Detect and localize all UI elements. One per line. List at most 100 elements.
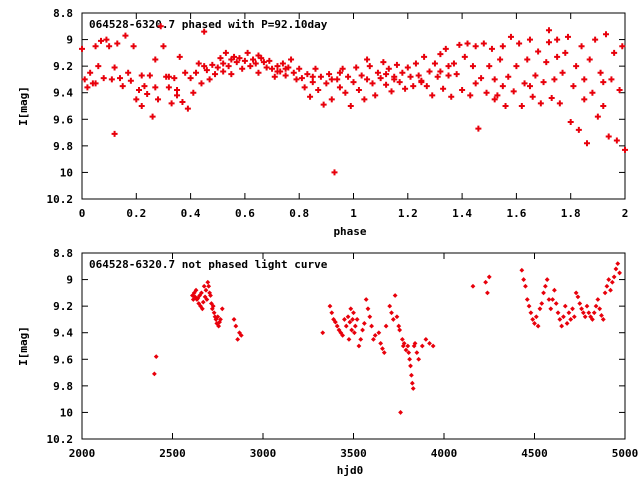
data-point bbox=[250, 56, 257, 63]
data-point bbox=[600, 317, 606, 322]
data-point bbox=[372, 332, 378, 338]
data-point bbox=[334, 76, 341, 83]
data-point bbox=[418, 79, 425, 86]
chart-title: 064528-6320.7 phased with P=92.10day bbox=[89, 18, 328, 31]
y-tick-label: 9.2 bbox=[53, 300, 73, 313]
data-point bbox=[405, 343, 411, 349]
data-point bbox=[235, 336, 241, 342]
data-point bbox=[210, 303, 216, 309]
data-point bbox=[467, 92, 474, 99]
data-point bbox=[199, 290, 204, 296]
data-point bbox=[521, 80, 528, 87]
data-point bbox=[98, 37, 105, 44]
data-point bbox=[364, 76, 371, 83]
data-point bbox=[575, 294, 581, 300]
data-point bbox=[600, 79, 607, 86]
data-point bbox=[442, 45, 449, 52]
data-point bbox=[133, 96, 140, 103]
data-point bbox=[421, 53, 428, 60]
data-point bbox=[279, 60, 286, 67]
data-point bbox=[568, 317, 574, 322]
data-point bbox=[622, 146, 628, 153]
data-point bbox=[271, 73, 278, 80]
y-tick-label: 8.8 bbox=[53, 7, 73, 20]
data-point bbox=[445, 72, 452, 79]
data-point bbox=[409, 372, 414, 378]
data-point bbox=[611, 274, 617, 280]
data-point bbox=[516, 40, 523, 47]
data-point bbox=[619, 43, 626, 50]
x-tick-label: 5000 bbox=[612, 447, 639, 460]
data-point bbox=[317, 73, 324, 80]
x-axis-label: phase bbox=[333, 225, 366, 238]
data-point bbox=[559, 323, 565, 329]
data-point bbox=[419, 343, 425, 349]
data-point bbox=[214, 64, 221, 71]
y-tick-label: 9.8 bbox=[53, 140, 73, 153]
data-point bbox=[423, 336, 429, 342]
data-point bbox=[586, 56, 593, 63]
data-point bbox=[152, 56, 159, 63]
data-point bbox=[171, 75, 178, 82]
data-point bbox=[220, 60, 227, 67]
data-point bbox=[340, 332, 346, 338]
data-point bbox=[589, 89, 596, 96]
data-point bbox=[327, 303, 333, 309]
data-point bbox=[523, 283, 528, 289]
data-point bbox=[201, 28, 208, 35]
data-point bbox=[219, 306, 225, 312]
data-point bbox=[518, 103, 525, 109]
data-point bbox=[255, 52, 262, 59]
data-point bbox=[220, 68, 227, 75]
data-point bbox=[588, 314, 594, 320]
x-tick-label: 0.2 bbox=[126, 207, 146, 220]
data-point bbox=[532, 72, 539, 79]
data-point bbox=[165, 84, 172, 91]
data-point bbox=[152, 371, 157, 377]
data-point bbox=[445, 63, 452, 70]
data-point bbox=[81, 76, 88, 83]
data-point bbox=[383, 323, 389, 329]
y-tick-label: 10 bbox=[60, 406, 73, 419]
y-tick-label: 10.2 bbox=[47, 193, 74, 206]
data-point bbox=[326, 71, 333, 78]
data-point bbox=[388, 88, 395, 95]
data-point bbox=[336, 69, 343, 76]
data-point bbox=[346, 336, 352, 342]
data-point bbox=[136, 87, 143, 94]
data-point bbox=[349, 327, 355, 333]
data-point bbox=[165, 73, 172, 80]
data-point bbox=[377, 75, 384, 82]
data-point bbox=[200, 299, 206, 305]
data-point bbox=[343, 323, 349, 329]
data-point bbox=[402, 85, 409, 92]
data-points bbox=[79, 23, 628, 176]
y-tick-label: 9.4 bbox=[53, 327, 73, 340]
data-point bbox=[488, 45, 495, 52]
data-point bbox=[394, 314, 400, 320]
data-point bbox=[190, 293, 195, 298]
data-point bbox=[459, 87, 466, 94]
data-point bbox=[168, 100, 175, 107]
data-point bbox=[348, 306, 354, 312]
data-point bbox=[351, 310, 356, 316]
data-point bbox=[387, 303, 393, 309]
data-point bbox=[258, 55, 265, 62]
data-point bbox=[581, 76, 588, 83]
data-point bbox=[174, 92, 181, 99]
data-point bbox=[472, 43, 479, 50]
x-tick-label: 1.4 bbox=[452, 207, 472, 220]
data-point bbox=[350, 317, 355, 322]
data-point bbox=[182, 69, 189, 76]
data-point bbox=[198, 80, 205, 87]
data-point bbox=[580, 310, 586, 316]
data-point bbox=[398, 410, 403, 415]
data-point bbox=[437, 51, 444, 58]
data-point bbox=[218, 317, 223, 322]
data-point bbox=[211, 310, 217, 316]
data-point bbox=[217, 55, 224, 62]
data-point bbox=[483, 279, 489, 285]
data-point bbox=[486, 274, 492, 280]
data-point bbox=[606, 277, 612, 282]
